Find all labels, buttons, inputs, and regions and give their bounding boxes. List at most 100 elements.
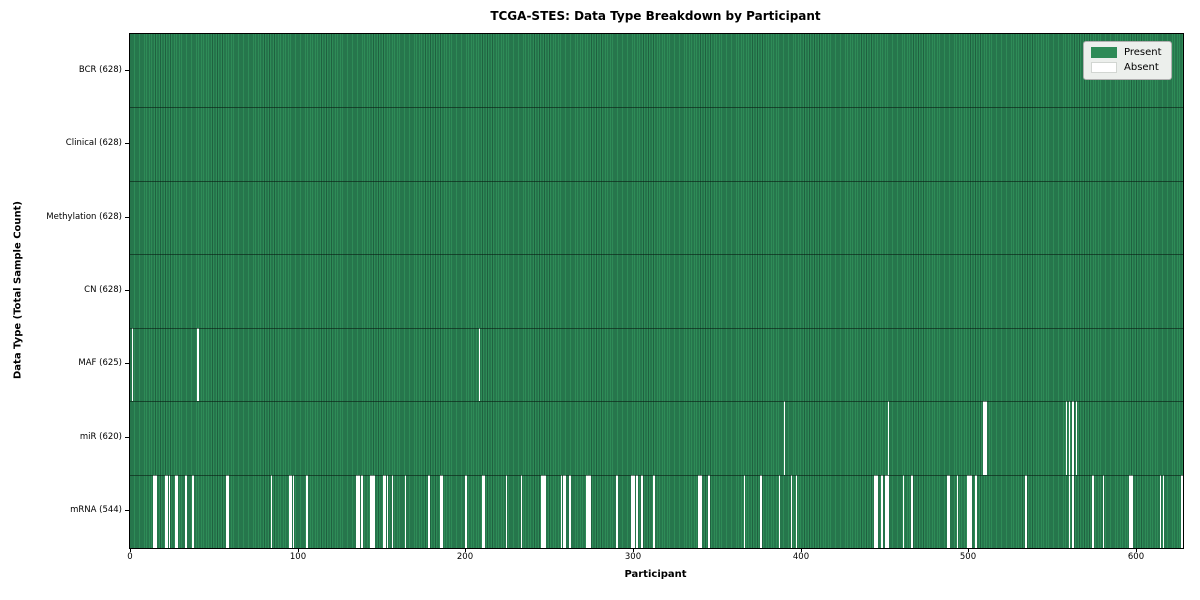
absent-mark bbox=[1072, 401, 1074, 475]
legend-item-absent: Absent bbox=[1091, 62, 1162, 73]
absent-mark bbox=[783, 401, 786, 475]
legend-swatch-present bbox=[1091, 47, 1117, 58]
absent-mark bbox=[465, 474, 467, 548]
y-tick-label: mRNA (544) bbox=[70, 505, 122, 515]
absent-mark bbox=[881, 474, 883, 548]
absent-mark bbox=[589, 474, 591, 548]
presence-row-CN bbox=[130, 254, 1183, 328]
y-tick-mark bbox=[125, 217, 129, 218]
absent-mark bbox=[948, 474, 950, 548]
absent-mark bbox=[564, 474, 566, 548]
x-tick-label: 0 bbox=[127, 552, 133, 562]
absent-mark bbox=[165, 474, 167, 548]
y-tick-mark bbox=[125, 437, 129, 438]
y-tick-label: miR (620) bbox=[79, 432, 122, 442]
y-tick-label: CN (628) bbox=[84, 285, 122, 295]
absent-mark bbox=[966, 474, 969, 548]
x-tick-mark bbox=[298, 548, 299, 552]
x-tick-label: 200 bbox=[456, 552, 474, 562]
row-separator bbox=[130, 107, 1183, 109]
plot-area bbox=[129, 33, 1184, 549]
absent-mark bbox=[542, 474, 544, 548]
absent-mark bbox=[985, 401, 987, 475]
absent-mark bbox=[544, 474, 546, 548]
absent-mark bbox=[155, 474, 157, 548]
x-tick-mark bbox=[801, 548, 802, 552]
presence-row-BCR bbox=[130, 34, 1183, 108]
legend: Present Absent bbox=[1083, 41, 1172, 80]
y-tick-mark bbox=[125, 363, 129, 364]
absent-mark bbox=[153, 474, 155, 548]
x-tick-label: 500 bbox=[959, 552, 977, 562]
absent-mark bbox=[562, 474, 565, 548]
absent-mark bbox=[970, 474, 972, 548]
absent-mark bbox=[505, 474, 508, 548]
absent-mark bbox=[131, 327, 134, 402]
absent-mark bbox=[633, 474, 635, 548]
absent-mark bbox=[290, 474, 293, 548]
absent-mark bbox=[384, 474, 387, 548]
absent-mark bbox=[569, 474, 571, 548]
absent-mark bbox=[560, 474, 563, 548]
absent-mark bbox=[306, 474, 308, 548]
absent-mark bbox=[478, 327, 481, 402]
absent-mark bbox=[616, 474, 618, 548]
absent-mark bbox=[1131, 474, 1133, 548]
legend-label-present: Present bbox=[1124, 47, 1162, 58]
absent-mark bbox=[1102, 474, 1105, 548]
absent-mark bbox=[956, 474, 959, 548]
legend-label-absent: Absent bbox=[1124, 62, 1159, 73]
absent-mark bbox=[166, 474, 169, 548]
absent-mark bbox=[192, 474, 194, 548]
absent-mark bbox=[1072, 474, 1074, 548]
x-tick-mark bbox=[130, 548, 131, 552]
x-tick-label: 100 bbox=[289, 552, 307, 562]
y-tick-label: BCR (628) bbox=[78, 65, 122, 75]
absent-mark bbox=[1181, 474, 1183, 548]
y-tick-label: MAF (625) bbox=[78, 358, 122, 368]
absent-mark bbox=[441, 474, 444, 548]
x-tick-label: 300 bbox=[624, 552, 642, 562]
absent-mark bbox=[874, 474, 876, 548]
absent-mark bbox=[1075, 401, 1078, 475]
absent-mark bbox=[587, 474, 590, 548]
absent-mark bbox=[440, 474, 442, 548]
presence-row-Methylation bbox=[130, 180, 1183, 255]
absent-mark bbox=[356, 474, 358, 548]
chart-title: TCGA-STES: Data Type Breakdown by Partic… bbox=[490, 9, 821, 23]
absent-mark bbox=[641, 474, 643, 548]
absent-mark bbox=[289, 474, 291, 548]
absent-mark bbox=[653, 474, 655, 548]
absent-mark bbox=[887, 401, 890, 475]
absent-mark bbox=[386, 474, 389, 548]
absent-mark bbox=[270, 474, 273, 548]
absent-mark bbox=[168, 474, 171, 548]
absent-mark bbox=[227, 474, 229, 548]
absent-mark bbox=[700, 474, 702, 548]
absent-mark bbox=[983, 401, 985, 475]
absent-mark bbox=[540, 474, 543, 548]
absent-mark bbox=[428, 474, 430, 548]
x-tick-label: 600 bbox=[1127, 552, 1145, 562]
absent-mark bbox=[1092, 474, 1094, 548]
absent-mark bbox=[1065, 401, 1068, 475]
absent-mark bbox=[383, 474, 385, 548]
absent-mark bbox=[176, 474, 179, 548]
x-tick-mark bbox=[968, 548, 969, 552]
presence-row-miR bbox=[130, 401, 1183, 475]
row-separator bbox=[130, 474, 1183, 476]
y-tick-label: Methylation (628) bbox=[46, 212, 122, 222]
absent-mark bbox=[778, 474, 781, 548]
y-tick-mark bbox=[125, 510, 129, 511]
legend-swatch-absent bbox=[1091, 62, 1117, 73]
absent-mark bbox=[911, 474, 913, 548]
absent-mark bbox=[482, 474, 484, 548]
absent-mark bbox=[1025, 474, 1027, 548]
absent-mark bbox=[373, 474, 375, 548]
absent-mark bbox=[1162, 474, 1165, 548]
absent-mark bbox=[708, 474, 710, 548]
presence-row-Clinical bbox=[130, 107, 1183, 181]
row-separator bbox=[130, 327, 1183, 329]
absent-mark bbox=[946, 474, 949, 548]
